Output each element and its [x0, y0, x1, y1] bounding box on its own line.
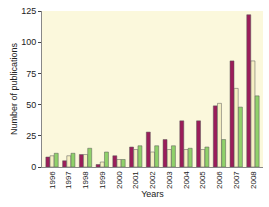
- svg-text:75: 75: [26, 69, 36, 79]
- svg-text:1999: 1999: [98, 171, 107, 189]
- svg-text:2002: 2002: [148, 171, 157, 189]
- svg-text:2004: 2004: [182, 171, 191, 189]
- svg-text:25: 25: [26, 131, 36, 141]
- svg-text:2008: 2008: [249, 171, 258, 189]
- svg-text:2005: 2005: [198, 171, 207, 189]
- svg-text:1997: 1997: [64, 171, 73, 189]
- svg-text:2007: 2007: [232, 171, 241, 189]
- svg-text:2003: 2003: [165, 171, 174, 189]
- svg-text:125: 125: [21, 6, 36, 16]
- svg-text:0: 0: [31, 162, 36, 172]
- svg-text:2000: 2000: [115, 171, 124, 189]
- svg-text:Number of publications: Number of publications: [9, 42, 19, 135]
- svg-text:1996: 1996: [48, 171, 57, 189]
- svg-text:2006: 2006: [215, 171, 224, 189]
- svg-text:100: 100: [21, 37, 36, 47]
- svg-text:Years: Years: [141, 189, 164, 199]
- svg-text:2001: 2001: [131, 171, 140, 189]
- svg-text:1998: 1998: [81, 171, 90, 189]
- svg-text:50: 50: [26, 100, 36, 110]
